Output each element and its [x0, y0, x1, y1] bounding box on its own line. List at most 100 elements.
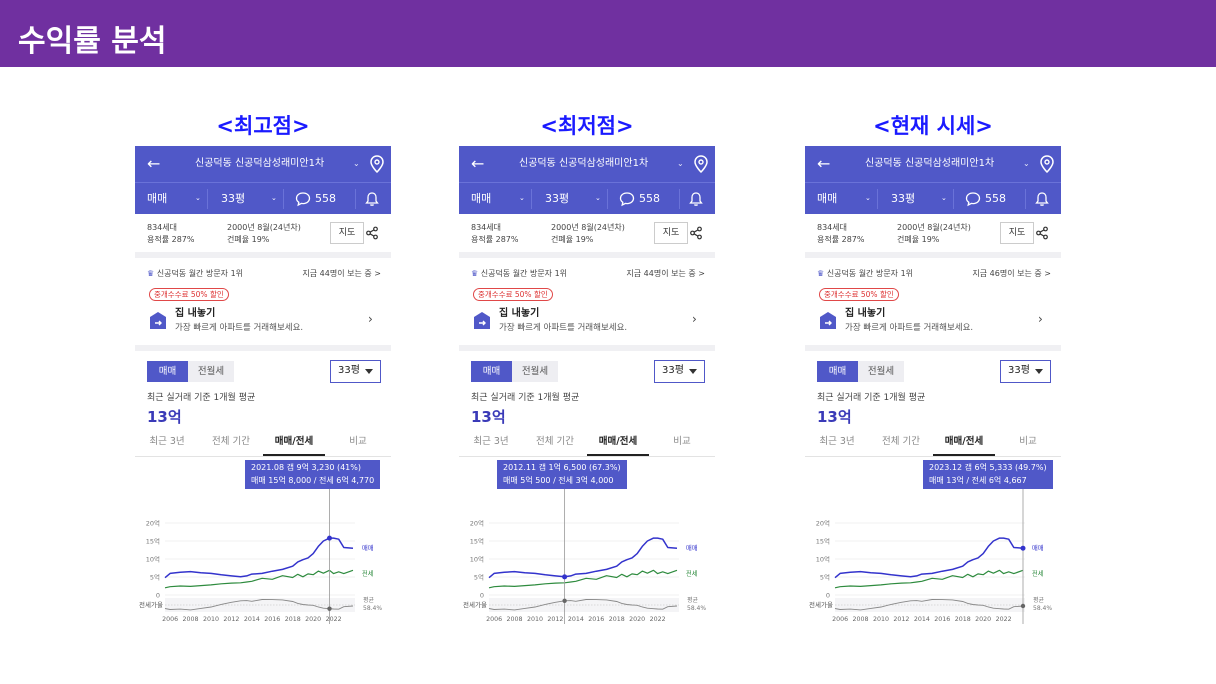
tooltip-line-1: 2023.12 갭 6억 5,333 (49.7%) — [929, 463, 1047, 472]
toggle-rent[interactable]: 전월세 — [188, 361, 234, 382]
tab-recent-3y[interactable]: 최근 3년 — [473, 436, 509, 447]
sell-home-title[interactable]: 집 내놓기 — [499, 308, 540, 319]
floor-area-ratio: 용적률 287% — [471, 235, 519, 244]
chevron-down-icon[interactable]: ⌄ — [271, 194, 277, 202]
chevron-down-icon[interactable]: ⌄ — [195, 194, 201, 202]
comment-count[interactable]: 558 — [985, 192, 1006, 205]
chevron-right-icon[interactable]: › — [1038, 312, 1043, 326]
deal-type-select[interactable]: 매매 — [817, 192, 838, 205]
watching-now[interactable]: 지금 44명이 보는 중 > — [302, 269, 381, 278]
toggle-rent[interactable]: 전월세 — [512, 361, 558, 382]
apartment-name[interactable]: 신공덕동 신공덕삼성래미안1차 — [865, 158, 995, 169]
deal-type-select[interactable]: 매매 — [471, 192, 492, 205]
chevron-down-icon[interactable]: ⌄ — [1023, 159, 1030, 168]
filter-bar: 매매 ⌄ 33평 ⌄ 558 — [459, 182, 715, 214]
watching-now[interactable]: 지금 46명이 보는 중 > — [972, 269, 1051, 278]
back-arrow-icon[interactable]: ← — [147, 154, 161, 173]
comment-count[interactable]: 558 — [639, 192, 660, 205]
chevron-down-icon[interactable]: ⌄ — [595, 194, 601, 202]
comment-count[interactable]: 558 — [315, 192, 336, 205]
apartment-name[interactable]: 신공덕동 신공덕삼성래미안1차 — [519, 158, 649, 169]
size-select[interactable]: 33평 — [891, 192, 916, 205]
chevron-down-icon[interactable]: ⌄ — [519, 194, 525, 202]
y-tick-label: 10억 — [146, 556, 160, 564]
share-icon[interactable] — [689, 226, 703, 240]
chevron-down-icon[interactable]: ⌄ — [677, 159, 684, 168]
sell-home-title[interactable]: 집 내놓기 — [845, 308, 886, 319]
toggle-rent[interactable]: 전월세 — [858, 361, 904, 382]
visitor-rank[interactable]: ♛ 신공덕동 월간 방문자 1위 — [471, 268, 567, 280]
map-button[interactable]: 지도 — [1000, 222, 1034, 244]
tab-recent-3y[interactable]: 최근 3년 — [819, 436, 855, 447]
tab-compare[interactable]: 비교 — [673, 436, 691, 447]
tab-recent-3y[interactable]: 최근 3년 — [149, 436, 185, 447]
comment-icon[interactable] — [295, 191, 311, 207]
tab-sale-jeonse[interactable]: 매매/전세 — [598, 436, 638, 447]
app-header: ← 신공덕동 신공덕삼성래미안1차 ⌄ — [459, 146, 715, 182]
x-tick-label: 2008 — [183, 616, 199, 623]
x-tick-label: 2008 — [853, 616, 869, 623]
sale-line — [834, 537, 1024, 579]
map-button[interactable]: 지도 — [330, 222, 364, 244]
size-dropdown[interactable]: 33평 — [654, 360, 705, 383]
size-dropdown[interactable]: 33평 — [330, 360, 381, 383]
app-panel: ← 신공덕동 신공덕삼성래미안1차 ⌄ 매매 ⌄ 33평 ⌄ 558 — [459, 146, 715, 624]
chevron-right-icon[interactable]: › — [692, 312, 697, 326]
bell-icon[interactable] — [689, 191, 703, 207]
chevron-right-icon[interactable]: › — [368, 312, 373, 326]
ratio-line — [488, 599, 678, 611]
toggle-sale[interactable]: 매매 — [147, 361, 188, 382]
comment-icon[interactable] — [965, 191, 981, 207]
visitor-rank[interactable]: ♛ 신공덕동 월간 방문자 1위 — [147, 268, 243, 280]
size-select[interactable]: 33평 — [221, 192, 246, 205]
chevron-down-icon[interactable]: ⌄ — [941, 194, 947, 202]
tab-sale-jeonse[interactable]: 매매/전세 — [944, 436, 984, 447]
back-arrow-icon[interactable]: ← — [817, 154, 831, 173]
chevron-down-icon[interactable]: ⌄ — [353, 159, 360, 168]
share-icon[interactable] — [365, 226, 379, 240]
bell-icon[interactable] — [365, 191, 379, 207]
panel-heading: <최고점> — [216, 114, 310, 138]
average-label: 최근 실거래 기준 1개월 평균 — [147, 393, 256, 403]
tab-all-period[interactable]: 전체 기간 — [882, 436, 920, 447]
watching-now[interactable]: 지금 44명이 보는 중 > — [626, 269, 705, 278]
y-tick-label: 5억 — [820, 574, 830, 582]
tab-compare[interactable]: 비교 — [349, 436, 367, 447]
sell-home-title[interactable]: 집 내놓기 — [175, 308, 216, 319]
comment-icon[interactable] — [619, 191, 635, 207]
back-arrow-icon[interactable]: ← — [471, 154, 485, 173]
tab-all-period[interactable]: 전체 기간 — [536, 436, 574, 447]
x-tick-label: 2014 — [914, 616, 930, 623]
chart-tooltip: 2021.08 갭 9억 3,230 (41%) 매매 15억 8,000 / … — [245, 460, 381, 489]
filter-bar: 매매 ⌄ 33평 ⌄ 558 — [805, 182, 1061, 214]
y-tick-label: 20억 — [816, 520, 830, 528]
toggle-sale[interactable]: 매매 — [817, 361, 858, 382]
sale-line — [488, 537, 678, 579]
apartment-name[interactable]: 신공덕동 신공덕삼성래미안1차 — [195, 158, 325, 169]
share-icon[interactable] — [1035, 226, 1049, 240]
location-pin-icon[interactable] — [1039, 155, 1055, 173]
size-select[interactable]: 33평 — [545, 192, 570, 205]
tab-all-period[interactable]: 전체 기간 — [212, 436, 250, 447]
tab-sale-jeonse[interactable]: 매매/전세 — [274, 436, 314, 447]
size-dropdown[interactable]: 33평 — [1000, 360, 1051, 383]
x-tick-label: 2012 — [893, 616, 909, 623]
bell-icon[interactable] — [1035, 191, 1049, 207]
chevron-down-icon[interactable]: ⌄ — [865, 194, 871, 202]
toggle-sale[interactable]: 매매 — [471, 361, 512, 382]
location-pin-icon[interactable] — [369, 155, 385, 173]
chart-tooltip: 2012.11 갭 1억 6,500 (67.3%) 매매 5억 500 / 전… — [497, 460, 627, 489]
x-tick-label: 2014 — [244, 616, 260, 623]
map-button[interactable]: 지도 — [654, 222, 688, 244]
visitor-rank[interactable]: ♛ 신공덕동 월간 방문자 1위 — [817, 268, 913, 280]
location-pin-icon[interactable] — [693, 155, 709, 173]
tab-compare[interactable]: 비교 — [1019, 436, 1037, 447]
building-coverage: 건폐율 19% — [897, 235, 940, 244]
ratio-label: 전세가율 — [809, 600, 833, 609]
y-tick-label: 10억 — [470, 556, 484, 564]
x-tick-label: 2006 — [832, 616, 848, 623]
deal-type-select[interactable]: 매매 — [147, 192, 168, 205]
